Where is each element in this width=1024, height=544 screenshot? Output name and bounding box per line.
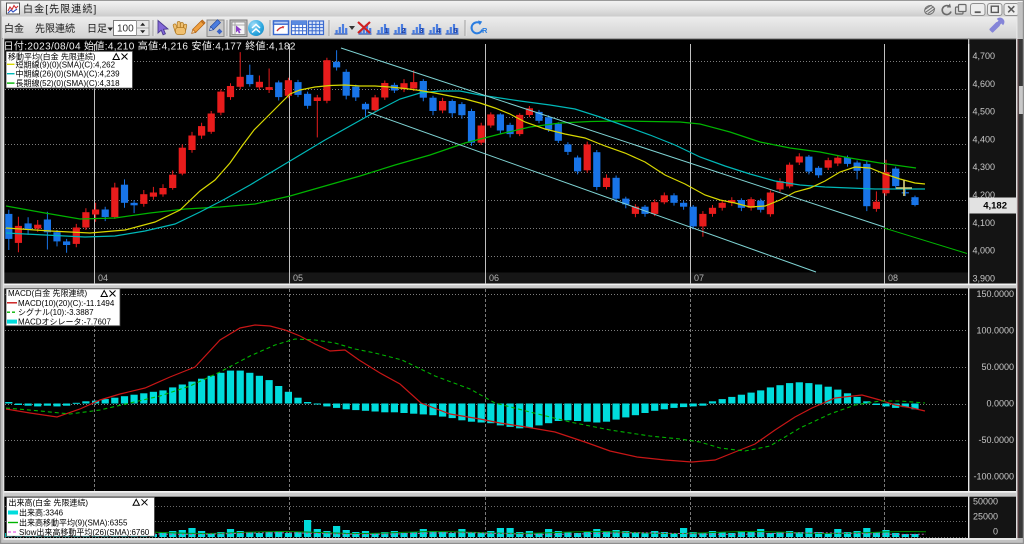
- svg-text:08: 08: [888, 273, 898, 283]
- svg-text:出来高:3346: 出来高:3346: [19, 508, 64, 518]
- svg-text:4,500: 4,500: [973, 107, 996, 117]
- svg-text:4,600: 4,600: [973, 79, 996, 89]
- svg-text:4,400: 4,400: [973, 134, 996, 144]
- svg-text:短期線(9)(0)(SMA)(C):4,262: 短期線(9)(0)(SMA)(C):4,262: [16, 59, 116, 69]
- svg-text:4: 4: [436, 26, 441, 35]
- svg-text:移動平均(白金 先限連続): 移動平均(白金 先限連続): [8, 52, 96, 62]
- svg-text:日付:2023/08/04 始値:4,210 高値:4,21: 日付:2023/08/04 始値:4,210 高値:4,216 安値:4,177…: [4, 40, 296, 53]
- svg-text:中期線(26)(0)(SMA)(C):4,239: 中期線(26)(0)(SMA)(C):4,239: [16, 69, 121, 79]
- svg-text:04: 04: [98, 273, 108, 283]
- svg-text:3,900: 3,900: [973, 273, 996, 283]
- svg-text:-50.0000: -50.0000: [978, 435, 1014, 445]
- svg-text:出来高移動平均(9)(SMA):6355: 出来高移動平均(9)(SMA):6355: [19, 518, 128, 528]
- svg-text:日足: 日足: [87, 23, 107, 35]
- svg-text:Slow出来高移動平均(26)(SMA):6760: Slow出来高移動平均(26)(SMA):6760: [19, 527, 150, 537]
- svg-text:0.0000: 0.0000: [986, 399, 1014, 409]
- svg-text:06: 06: [489, 273, 499, 283]
- svg-text:100.0000: 100.0000: [976, 326, 1014, 336]
- svg-text:-100.0000: -100.0000: [973, 472, 1014, 482]
- svg-text:白金[先限連続]: 白金[先限連続]: [23, 3, 97, 16]
- svg-text:4,182: 4,182: [983, 201, 1007, 212]
- svg-text:100: 100: [117, 24, 134, 35]
- svg-text:50000: 50000: [973, 497, 998, 507]
- svg-text:5: 5: [453, 26, 457, 35]
- svg-text:白金: 白金: [4, 22, 24, 35]
- svg-text:2: 2: [401, 26, 405, 35]
- svg-text:150.0000: 150.0000: [976, 289, 1014, 299]
- svg-text:MACD(10)(20)(C):-11.1494: MACD(10)(20)(C):-11.1494: [18, 299, 115, 308]
- svg-text:4,700: 4,700: [973, 51, 996, 61]
- svg-text:05: 05: [293, 273, 303, 283]
- svg-text:先限連続: 先限連続: [35, 22, 75, 35]
- svg-text:0: 0: [993, 527, 998, 537]
- svg-text:R: R: [482, 26, 488, 35]
- svg-text:出来高(白金 先限連続): 出来高(白金 先限連続): [9, 498, 89, 508]
- svg-text:50.0000: 50.0000: [981, 362, 1014, 372]
- svg-text:シグナル(10):-3.3887: シグナル(10):-3.3887: [18, 307, 94, 317]
- svg-text:1: 1: [384, 26, 388, 35]
- svg-text:4,300: 4,300: [973, 162, 996, 172]
- svg-text:4,000: 4,000: [973, 246, 996, 256]
- svg-text:MACDオシレータ:-7.7607: MACDオシレータ:-7.7607: [18, 318, 111, 327]
- svg-text:4,200: 4,200: [973, 190, 996, 200]
- svg-text:MACD(白金 先限連続): MACD(白金 先限連続): [8, 288, 87, 298]
- svg-text:07: 07: [694, 273, 704, 283]
- svg-text:4,100: 4,100: [973, 218, 996, 228]
- svg-text:25000: 25000: [973, 512, 998, 522]
- svg-text:長期線(52)(0)(SMA)(C):4,318: 長期線(52)(0)(SMA)(C):4,318: [16, 78, 121, 88]
- svg-text:3: 3: [419, 26, 423, 35]
